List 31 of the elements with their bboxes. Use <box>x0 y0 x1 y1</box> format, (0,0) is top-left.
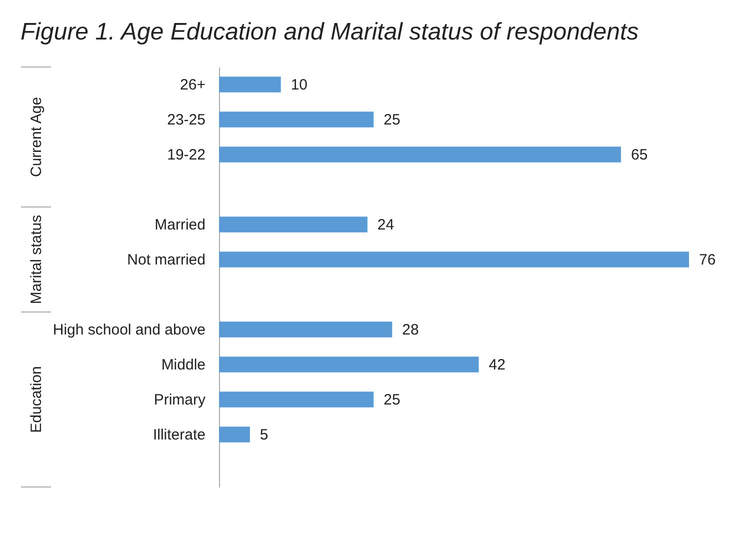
bar <box>219 216 368 232</box>
data-label: 76 <box>699 252 716 268</box>
text: Marital status <box>28 214 45 304</box>
bar <box>219 146 621 162</box>
chart-title: Figure 1. Age Education and Marital status of respondents <box>20 18 639 46</box>
y-tick-label: High school and above <box>52 322 206 338</box>
data-label: 28 <box>402 322 419 338</box>
data-label: 24 <box>377 216 394 234</box>
text: Current Age <box>28 96 45 178</box>
bar <box>219 426 250 442</box>
text: Education <box>28 366 45 433</box>
y-tick-label: Primary <box>154 392 206 408</box>
data-label: 25 <box>384 112 400 128</box>
bar <box>219 112 374 128</box>
y-tick-label: Not married <box>127 252 206 268</box>
y-tick-label: Illiterate <box>152 426 206 444</box>
y-tick-label: 26+ <box>180 76 206 94</box>
bar <box>219 392 374 408</box>
data-label: 42 <box>488 356 506 374</box>
bar <box>219 252 689 268</box>
data-label: 5 <box>260 426 268 444</box>
y-tick-label: Married <box>154 216 206 234</box>
y-tick-label: 19-22 <box>167 146 206 164</box>
y-tick-label: Middle <box>161 356 206 374</box>
data-label: 10 <box>290 76 308 94</box>
bar <box>219 76 281 92</box>
bar <box>219 356 479 372</box>
y-tick-label: 23-25 <box>167 112 206 128</box>
data-label: 25 <box>384 392 400 408</box>
bar <box>219 322 392 338</box>
data-label: 65 <box>630 146 648 164</box>
